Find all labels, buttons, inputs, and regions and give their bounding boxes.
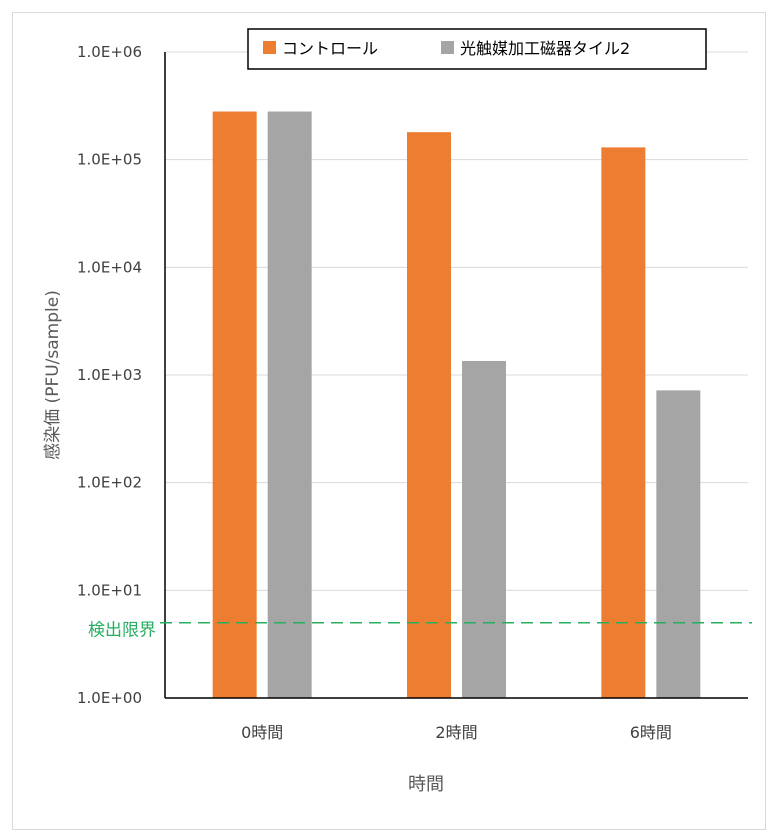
x-category-label: 6時間 bbox=[630, 723, 672, 742]
category-labels: 0時間 2時間 6時間 bbox=[241, 723, 672, 742]
detection-limit-label: 検出限界 bbox=[88, 621, 156, 641]
bar-control-0 bbox=[212, 111, 257, 699]
legend-swatch-photocatalyst-tile bbox=[441, 41, 454, 54]
x-category-label: 0時間 bbox=[241, 723, 283, 742]
x-category-label: 2時間 bbox=[435, 723, 477, 742]
bar-layer bbox=[212, 111, 701, 699]
y-axis-title: 感染価 (PFU/sample) bbox=[43, 290, 63, 460]
bar-photocatalyst-tile-0 bbox=[267, 111, 312, 699]
y-tick-label: 1.0E+01 bbox=[77, 581, 142, 599]
y-tick-label: 1.0E+00 bbox=[77, 689, 142, 707]
x-axis-title: 時間 bbox=[408, 774, 444, 795]
y-tick-label: 1.0E+04 bbox=[77, 258, 142, 276]
y-tick-label: 1.0E+05 bbox=[77, 151, 142, 169]
y-tick-label: 1.0E+02 bbox=[77, 474, 142, 492]
y-tick-label: 1.0E+03 bbox=[77, 366, 142, 384]
y-tick-labels: 1.0E+00 1.0E+01 1.0E+02 1.0E+03 1.0E+04 1.0E+… bbox=[77, 43, 142, 707]
bar-photocatalyst-tile-2 bbox=[656, 390, 701, 698]
legend-label-control: コントロール bbox=[282, 39, 378, 58]
legend-label-photocatalyst-tile: 光触媒加工磁器タイル2 bbox=[460, 39, 630, 58]
bar-photocatalyst-tile-1 bbox=[462, 360, 506, 698]
axis-layer bbox=[164, 52, 748, 699]
legend-swatch-control bbox=[263, 41, 276, 54]
bar-control-2 bbox=[601, 147, 646, 698]
y-tick-label: 1.0E+06 bbox=[77, 43, 142, 61]
bar-control-1 bbox=[407, 132, 451, 699]
legend-box bbox=[247, 28, 707, 70]
legend: コントロール 光触媒加工磁器タイル2 bbox=[247, 28, 707, 70]
reference-line-group: 検出限界 bbox=[88, 621, 752, 641]
